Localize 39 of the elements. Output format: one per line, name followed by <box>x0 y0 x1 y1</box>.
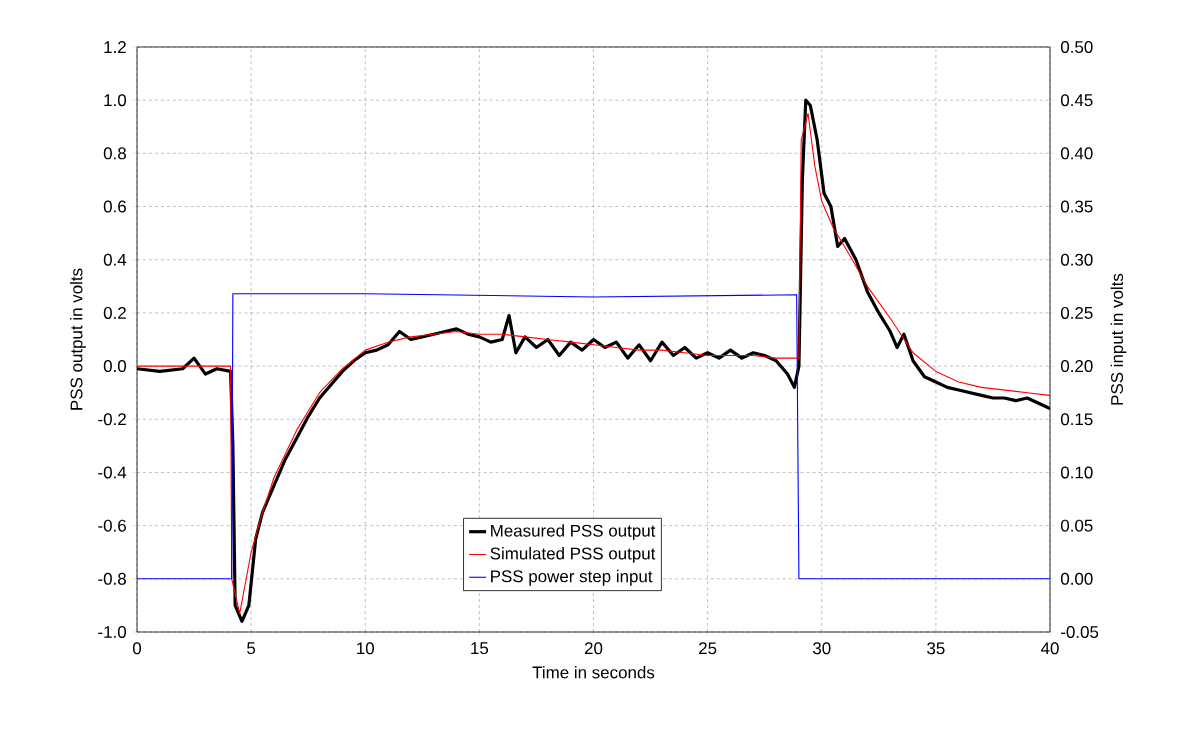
y2-tick-label: 0.05 <box>1060 519 1093 532</box>
y-tick-label: 1.2 <box>104 41 126 53</box>
y2-tick-label: -0.05 <box>1061 626 1099 638</box>
y-tick-label: -0.6 <box>98 519 126 532</box>
legend-label: Simulated PSS output <box>490 547 656 563</box>
y-tick-label: -0.4 <box>98 466 127 479</box>
x-tick-label: 0 <box>132 642 142 655</box>
x-tick-label: 25 <box>699 642 717 655</box>
y2-axis-title: PSS input in volts <box>1110 273 1127 405</box>
y2-tick-label: 0.35 <box>1060 200 1093 213</box>
x-tick-label: 40 <box>1040 642 1059 655</box>
x-tick-label: 20 <box>584 642 603 655</box>
y2-tick-label: 0.00 <box>1060 572 1093 585</box>
y-tick-label: 1.0 <box>104 94 127 107</box>
y2-tick-label: 0.30 <box>1060 253 1093 266</box>
y2-tick-label: 0.20 <box>1060 360 1093 373</box>
y-tick-label: -0.2 <box>98 413 126 426</box>
y-tick-label: 0.2 <box>103 306 126 319</box>
y-axis-title: PSS output in volts <box>70 268 86 410</box>
y2-tick-label: 0.10 <box>1060 466 1093 479</box>
legend-label: Measured PSS output <box>491 524 656 541</box>
y-tick-label: 0.0 <box>103 360 127 373</box>
x-tick-label: 10 <box>357 642 375 655</box>
y-tick-label: -1.0 <box>98 626 127 638</box>
y2-tick-label: 0.15 <box>1060 413 1093 426</box>
y-tick-label: 0.4 <box>103 253 127 266</box>
x-tick-label: 15 <box>471 642 489 655</box>
x-tick-label: 35 <box>927 642 945 655</box>
x-tick-label: 5 <box>247 642 256 655</box>
legend-label: PSS power step input <box>491 569 653 586</box>
x-tick-label: 30 <box>812 642 831 655</box>
y-tick-label: 0.6 <box>103 200 126 213</box>
y2-tick-label: 0.25 <box>1060 306 1093 319</box>
y2-tick-label: 0.45 <box>1060 94 1093 107</box>
x-axis-title: Time in seconds <box>532 665 655 679</box>
y2-tick-label: 0.50 <box>1060 41 1093 53</box>
y-tick-label: 0.8 <box>103 147 126 160</box>
y-tick-label: -0.8 <box>98 572 126 585</box>
y2-tick-label: 0.40 <box>1060 147 1093 160</box>
